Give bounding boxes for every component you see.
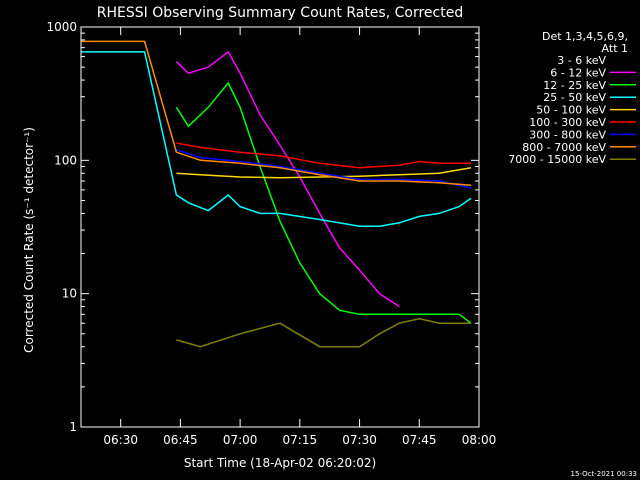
- y-tick-label: 100: [54, 153, 77, 167]
- x-tick-label: 07:00: [223, 433, 258, 447]
- y-tick-label: 10: [62, 287, 77, 301]
- series-line-6-12-kev: [175, 50, 400, 308]
- series-line-300-800-kev: [176, 149, 472, 189]
- x-tick-label: 08:00: [462, 433, 497, 447]
- plot-timestamp: 15-Oct-2021 00:33: [571, 470, 637, 478]
- legend-label: 300 - 800 keV: [529, 128, 606, 141]
- x-tick-label: 07:15: [283, 433, 318, 447]
- legend-label: 6 - 12 keV: [550, 66, 606, 79]
- legend-label: 800 - 7000 keV: [522, 141, 606, 154]
- y-axis-label: Corrected Count Rate (s⁻¹ detector⁻¹): [22, 127, 36, 353]
- series-line-50-100-kev: [176, 166, 472, 179]
- x-tick-label: 06:30: [103, 433, 138, 447]
- series-line-12-25-kev: [175, 81, 472, 324]
- legend-label: 12 - 25 keV: [543, 79, 606, 92]
- x-tick-label: 07:30: [342, 433, 377, 447]
- series-line-25-50-kev: [80, 51, 472, 228]
- series-line-7000-15000-kev: [176, 317, 471, 348]
- series-line-800-7000-kev: [80, 40, 472, 187]
- chart-title: RHESSI Observing Summary Count Rates, Co…: [97, 5, 463, 21]
- legend-label: 50 - 100 keV: [536, 104, 606, 117]
- legend-label: 3 - 6 keV: [557, 54, 606, 67]
- legend-label: 100 - 300 keV: [529, 116, 606, 129]
- series-line-100-300-kev: [176, 142, 471, 169]
- series-line-3-6-kev: [176, 199, 400, 417]
- x-axis-label: Start Time (18-Apr-02 06:20:02): [184, 456, 376, 470]
- y-tick-label: 1: [69, 420, 77, 434]
- legend-label: 25 - 50 keV: [543, 91, 606, 104]
- x-tick-label: 07:45: [402, 433, 437, 447]
- legend-header-line: Det 1,3,4,5,6,9,: [542, 30, 628, 43]
- legend-label: 7000 - 15000 keV: [508, 153, 606, 166]
- plot-frame: [80, 26, 480, 428]
- series-layer: [80, 40, 472, 417]
- legend-header-line: Att 1: [602, 42, 628, 55]
- y-tick-label: 1000: [46, 20, 77, 34]
- y-axis: 1 10 100 1000: [46, 20, 479, 434]
- x-tick-label: 06:45: [163, 433, 198, 447]
